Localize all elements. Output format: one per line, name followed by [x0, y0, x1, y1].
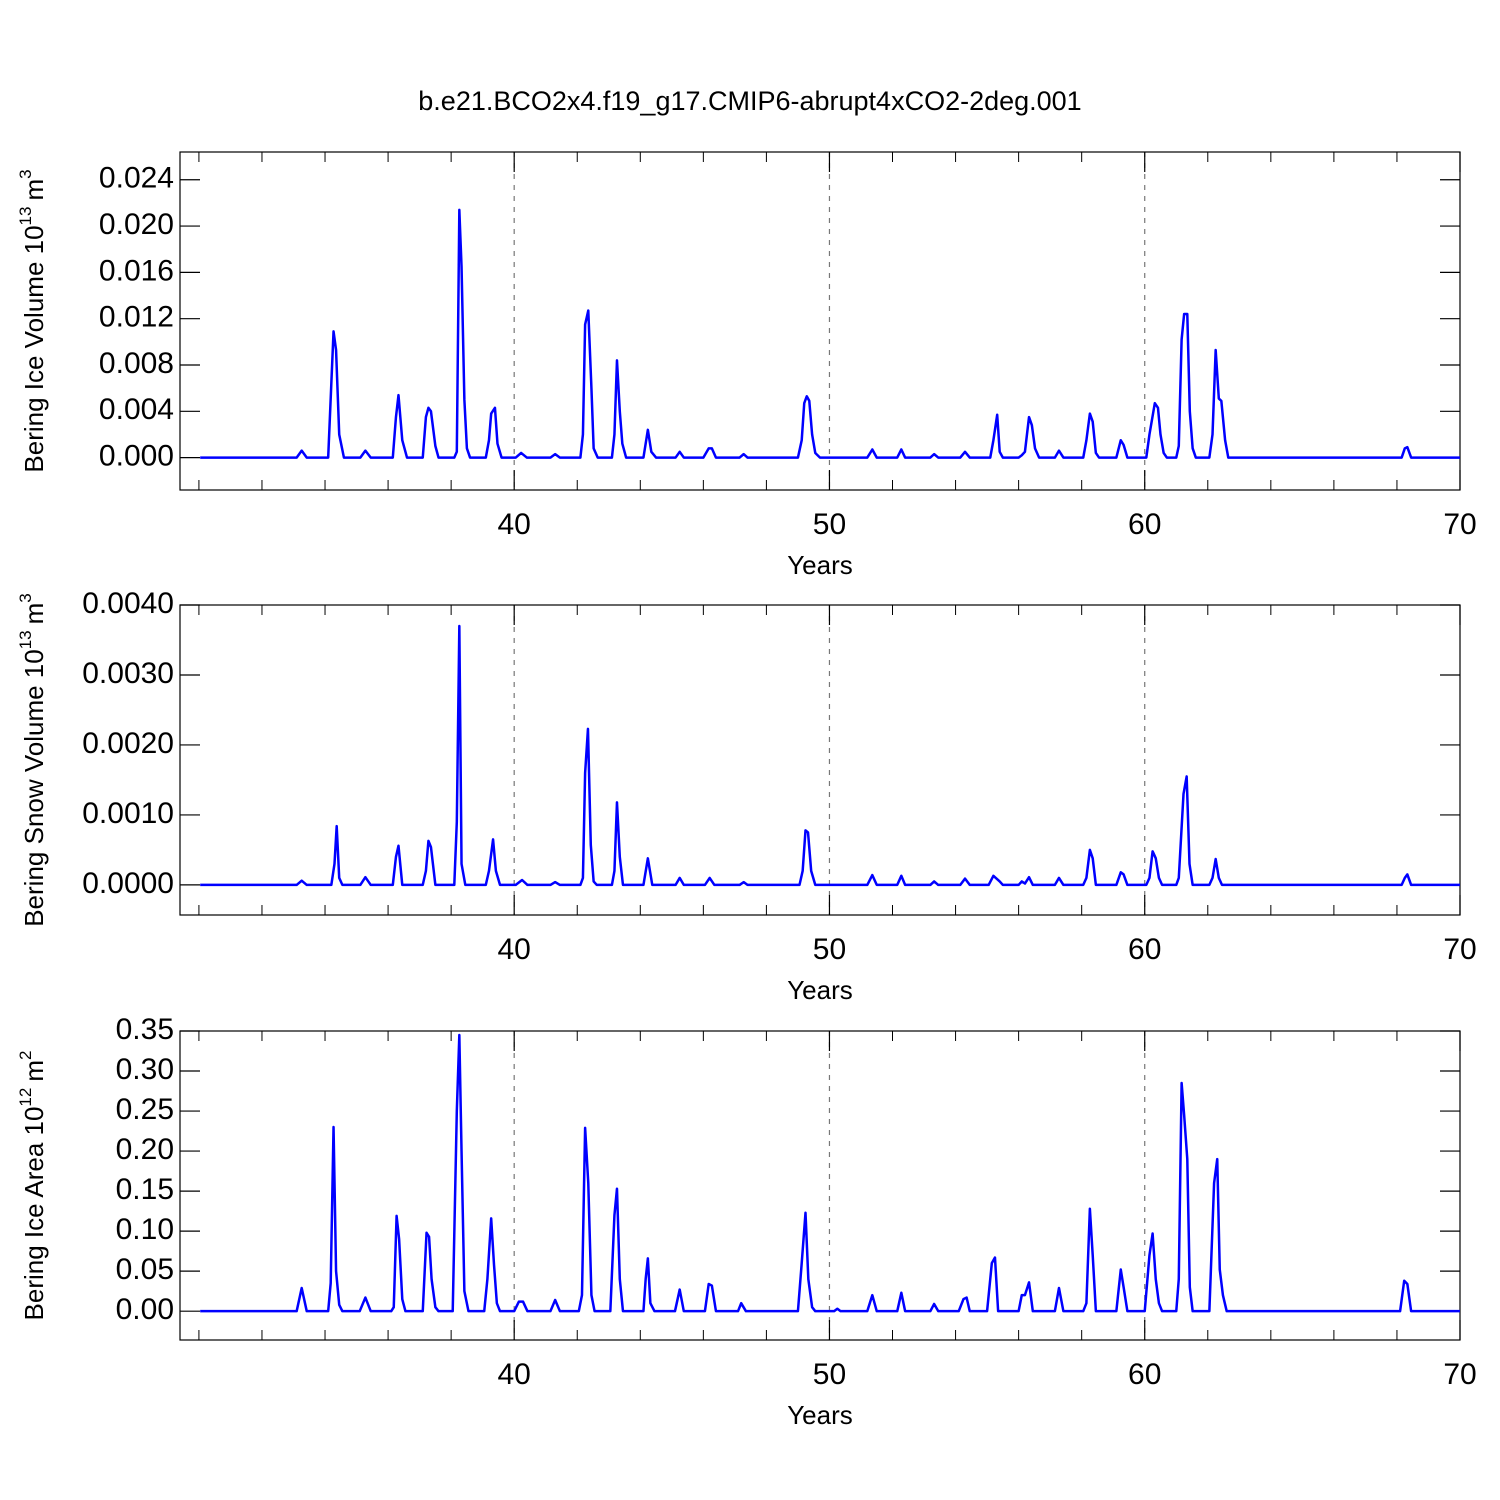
y-axis-title: Bering Snow Volume 1013 m3	[16, 593, 49, 927]
y-tick-label: 0.0020	[82, 727, 174, 760]
data-line	[200, 208, 1460, 459]
y-axis-title-part: Bering Ice Volume 10	[19, 225, 49, 472]
x-tick-label: 40	[497, 508, 530, 541]
y-axis-title-part: m	[19, 603, 49, 625]
y-tick-label: 0.020	[99, 208, 174, 241]
y-tick-label: 0.00	[116, 1293, 174, 1326]
x-tick-label: 50	[813, 508, 846, 541]
panel: 40 50 60 70 0.00 0.05 0.10 0.15 0.20 0.25 0.30 0.35…	[16, 1013, 1477, 1430]
y-axis-title-part: 3	[16, 593, 35, 602]
x-tick-label: 50	[813, 933, 846, 966]
x-axis-title: Years	[787, 975, 853, 1005]
x-tick-label: 60	[1128, 1358, 1161, 1391]
y-tick-label: 0.024	[99, 162, 174, 195]
y-tick-label: 0.0030	[82, 657, 174, 690]
panel: 40 50 60 70 0.000 0.004 0.008 0.012 0.016 0.020 0.…	[16, 151, 1477, 580]
x-tick-label: 40	[497, 1358, 530, 1391]
y-tick-label: 0.25	[116, 1093, 174, 1126]
data-line	[200, 624, 1460, 887]
x-tick-label: 70	[1443, 933, 1476, 966]
y-axis-title-part: 2	[16, 1051, 35, 1060]
y-tick-label: 0.15	[116, 1173, 174, 1206]
y-tick-label: 0.05	[116, 1253, 174, 1286]
x-tick-label: 60	[1128, 508, 1161, 541]
y-axis-title-part: m	[19, 1060, 49, 1082]
y-tick-label: 0.008	[99, 347, 174, 380]
y-tick-label: 0.012	[99, 301, 174, 334]
x-tick-label: 70	[1443, 1358, 1476, 1391]
y-tick-label: 0.016	[99, 254, 174, 287]
x-tick-label: 50	[813, 1358, 846, 1391]
x-axis-title: Years	[787, 550, 853, 580]
x-tick-label: 70	[1443, 508, 1476, 541]
y-axis-title-part: Bering Snow Volume 10	[19, 649, 49, 927]
y-tick-label: 0.0040	[82, 587, 174, 620]
y-axis-title: Bering Ice Volume 1013 m3	[16, 169, 49, 472]
y-tick-label: 0.20	[116, 1133, 174, 1166]
plot-frame	[179, 1030, 1461, 1341]
y-tick-label: 0.004	[99, 393, 174, 426]
y-axis-title-part: 13	[16, 207, 35, 226]
plot-frame	[179, 604, 1461, 916]
panel: 40 50 60 70 0.0000 0.0010 0.0020 0.0030 0.0040 Ye…	[16, 587, 1477, 1005]
y-tick-label: 0.0000	[82, 867, 174, 900]
x-axis-title: Years	[787, 1400, 853, 1430]
y-tick-label: 0.000	[99, 440, 174, 473]
data-line	[200, 1033, 1460, 1313]
y-tick-label: 0.35	[116, 1013, 174, 1046]
chart-title: b.e21.BCO2x4.f19_g17.CMIP6-abrupt4xCO2-2…	[418, 86, 1081, 116]
y-axis-title: Bering Ice Area 1012 m2	[16, 1051, 49, 1321]
y-axis-title-part: 3	[16, 169, 35, 178]
x-tick-label: 40	[497, 933, 530, 966]
y-tick-label: 0.0010	[82, 797, 174, 830]
plot-frame	[179, 151, 1461, 491]
y-axis-title-part: Bering Ice Area 10	[19, 1107, 49, 1321]
y-axis-title-part: 13	[16, 630, 35, 649]
y-tick-label: 0.10	[116, 1213, 174, 1246]
x-tick-label: 60	[1128, 933, 1161, 966]
y-tick-label: 0.30	[116, 1053, 174, 1086]
y-axis-title-part: 12	[16, 1088, 35, 1107]
y-axis-title-part: m	[19, 179, 49, 201]
